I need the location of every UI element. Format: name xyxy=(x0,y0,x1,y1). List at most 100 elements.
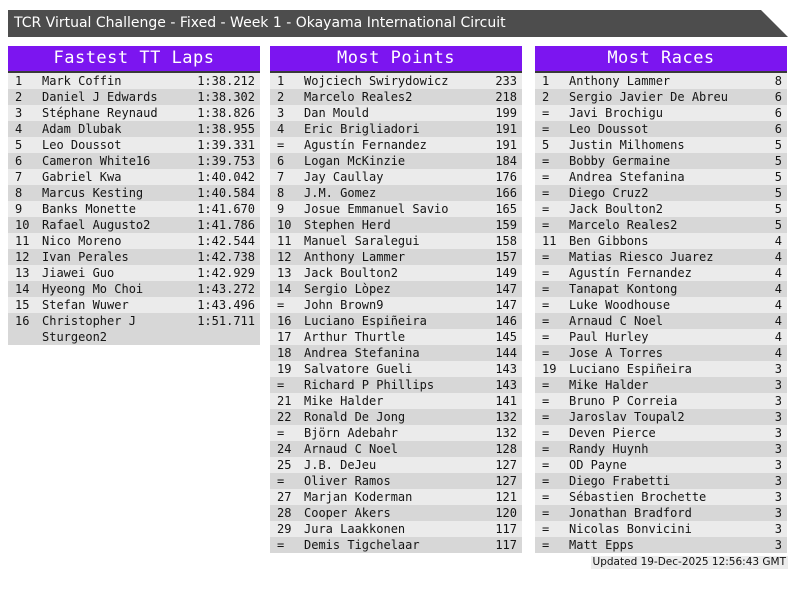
driver-name: Josue Emmanuel Savio xyxy=(304,202,449,216)
rank-cell: = xyxy=(542,330,550,344)
rank-cell: 12 xyxy=(277,250,292,264)
value-cell: 1:39.753 xyxy=(197,154,255,168)
table-row: = Jonathan Bradford 3 xyxy=(535,505,787,521)
value-cell: 4 xyxy=(774,330,782,344)
driver-name: Mike Halder xyxy=(569,378,649,392)
driver-name: Stephen Herd xyxy=(304,218,391,232)
driver-name: OD Payne xyxy=(569,458,627,472)
table-row: = Demis Tigchelaar 117 xyxy=(270,537,522,553)
table-row: 11 Manuel Saralegui 158 xyxy=(270,233,522,249)
table-row: = Javi Brochigu 6 xyxy=(535,105,787,121)
rank-cell: 5 xyxy=(542,138,550,152)
leaderboard-rows: 1 Wojciech Swirydowicz 233 2 Marcelo Reales2… xyxy=(270,73,522,553)
value-cell: 120 xyxy=(495,506,517,520)
table-row: 11 Ben Gibbons 4 xyxy=(535,233,787,249)
value-cell: 4 xyxy=(774,234,782,248)
rank-cell: 10 xyxy=(15,218,30,232)
value-cell: 1:51.711 xyxy=(197,314,255,328)
driver-name: Paul Hurley xyxy=(569,330,649,344)
table-row: 10 Stephen Herd 159 xyxy=(270,217,522,233)
value-cell: 6 xyxy=(774,90,782,104)
driver-name: Jiawei Guo xyxy=(42,266,115,280)
table-row: 14 Hyeong Mo Choi 1:43.272 xyxy=(8,281,260,297)
rank-cell: = xyxy=(542,378,550,392)
board-most-points: Most Points 1 Wojciech Swirydowicz 233 2 Mar… xyxy=(270,46,522,553)
rank-cell: 29 xyxy=(277,522,292,536)
value-cell: 3 xyxy=(774,442,782,456)
value-cell: 3 xyxy=(774,522,782,536)
table-row: = Matt Epps 3 xyxy=(535,537,787,553)
rank-cell: = xyxy=(277,378,285,392)
rank-cell: 16 xyxy=(15,314,30,328)
board-header-most-races: Most Races xyxy=(535,46,787,73)
driver-name: Stéphane Reynaud xyxy=(42,106,158,120)
rank-cell: = xyxy=(277,426,285,440)
driver-name: Bobby Germaine xyxy=(569,154,671,168)
table-row: 7 Jay Caullay 176 xyxy=(270,169,522,185)
value-cell: 127 xyxy=(495,474,517,488)
board-header-fastest-tt-laps: Fastest TT Laps xyxy=(8,46,260,73)
driver-name: Randy Huynh xyxy=(569,442,649,456)
rank-cell: = xyxy=(542,266,550,280)
driver-name: Andrea Stefanina xyxy=(304,346,420,360)
rank-cell: 6 xyxy=(277,154,285,168)
driver-name: Sergio Lòpez xyxy=(304,282,391,296)
driver-name: Marcelo Reales2 xyxy=(569,218,678,232)
rank-cell: = xyxy=(542,346,550,360)
rank-cell: = xyxy=(542,522,550,536)
value-cell: 127 xyxy=(495,458,517,472)
rank-cell: 17 xyxy=(277,330,292,344)
driver-name: Luciano Espiñeira xyxy=(569,362,692,376)
rank-cell: = xyxy=(542,154,550,168)
value-cell: 4 xyxy=(774,250,782,264)
table-row: = Leo Doussot 6 xyxy=(535,121,787,137)
value-cell: 1:40.042 xyxy=(197,170,255,184)
table-row: 18 Andrea Stefanina 144 xyxy=(270,345,522,361)
rank-cell: = xyxy=(542,218,550,232)
table-row: 27 Marjan Koderman 121 xyxy=(270,489,522,505)
driver-name: Nicolas Bonvicini xyxy=(569,522,692,536)
table-row: 1 Mark Coffin 1:38.212 xyxy=(8,73,260,89)
rank-cell: = xyxy=(542,474,550,488)
value-cell: 147 xyxy=(495,282,517,296)
value-cell: 4 xyxy=(774,314,782,328)
table-row: = Matias Riesco Juarez 4 xyxy=(535,249,787,265)
rank-cell: 24 xyxy=(277,442,292,456)
driver-name: Gabriel Kwa xyxy=(42,170,122,184)
value-cell: 3 xyxy=(774,506,782,520)
driver-name: Bruno P Correia xyxy=(569,394,678,408)
value-cell: 191 xyxy=(495,138,517,152)
value-cell: 1:38.302 xyxy=(197,90,255,104)
board-header-most-points: Most Points xyxy=(270,46,522,73)
value-cell: 132 xyxy=(495,410,517,424)
rank-cell: 8 xyxy=(277,186,285,200)
rank-cell: 3 xyxy=(277,106,285,120)
driver-name: Tanapat Kontong xyxy=(569,282,678,296)
rank-cell: 14 xyxy=(15,282,30,296)
table-row: = Agustín Fernandez 4 xyxy=(535,265,787,281)
rank-cell: = xyxy=(542,298,550,312)
rank-cell: 8 xyxy=(15,186,23,200)
driver-name: Cameron White16 xyxy=(42,154,151,168)
value-cell: 5 xyxy=(774,154,782,168)
value-cell: 4 xyxy=(774,298,782,312)
rank-cell: 21 xyxy=(277,394,292,408)
value-cell: 4 xyxy=(774,346,782,360)
driver-name: Rafael Augusto2 xyxy=(42,218,151,232)
table-row: 17 Arthur Thurtle 145 xyxy=(270,329,522,345)
table-row: = Richard P Phillips 143 xyxy=(270,377,522,393)
value-cell: 1:42.544 xyxy=(197,234,255,248)
driver-name: Sébastien Brochette xyxy=(569,490,707,504)
table-row: 2 Marcelo Reales2 218 xyxy=(270,89,522,105)
driver-name: J.M. Gomez xyxy=(304,186,377,200)
driver-name: Adam Dlubak xyxy=(42,122,122,136)
table-row: 9 Josue Emmanuel Savio 165 xyxy=(270,201,522,217)
driver-name: Stefan Wuwer xyxy=(42,298,129,312)
rank-cell: = xyxy=(277,474,285,488)
value-cell: 165 xyxy=(495,202,517,216)
table-row: = Marcelo Reales2 5 xyxy=(535,217,787,233)
rank-cell: 5 xyxy=(15,138,23,152)
table-row: = Agustín Fernandez 191 xyxy=(270,137,522,153)
page-title: TCR Virtual Challenge - Fixed - Week 1 -… xyxy=(14,15,506,31)
table-row: 19 Salvatore Gueli 143 xyxy=(270,361,522,377)
